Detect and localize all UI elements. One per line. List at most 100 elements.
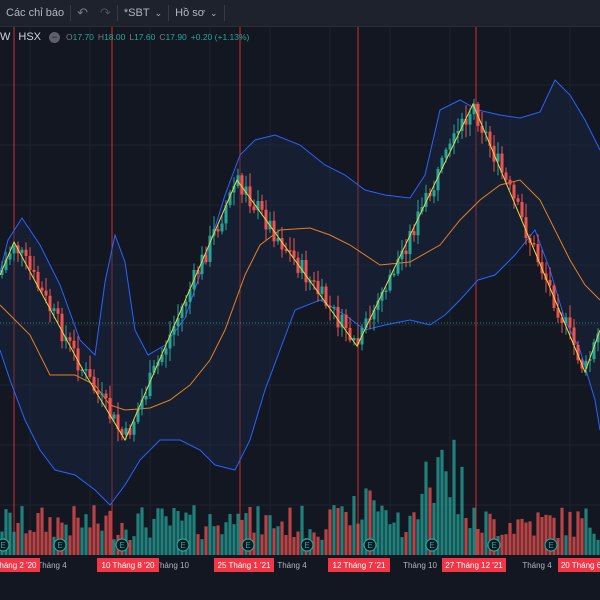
volume-bar xyxy=(584,508,588,555)
candle-body xyxy=(416,211,420,236)
candle-body xyxy=(172,326,176,335)
candle-body xyxy=(396,259,400,274)
toolbar-divider xyxy=(223,5,225,21)
candle-body xyxy=(84,369,88,371)
candle-body xyxy=(352,338,356,341)
volume-bar xyxy=(560,507,564,555)
volume-bar xyxy=(260,534,264,555)
time-axis-label: Tháng 4 xyxy=(277,561,307,570)
chevron-down-icon: ⌄ xyxy=(154,7,163,18)
candle-body xyxy=(196,270,200,275)
volume-bar xyxy=(280,521,284,555)
volume-bar xyxy=(384,510,388,555)
candle-body xyxy=(472,103,476,115)
volume-bar xyxy=(108,510,112,555)
candle-body xyxy=(284,249,288,251)
candle-body xyxy=(224,205,228,224)
candle-body xyxy=(464,118,468,125)
close-value: C17.90 xyxy=(159,32,187,42)
volume-bar xyxy=(44,531,48,555)
volume-bar xyxy=(188,514,192,555)
candle-body xyxy=(328,305,332,308)
highlighted-date-flag xyxy=(214,558,274,572)
candle-body xyxy=(40,287,44,291)
highlighted-date-label: 25 Tháng 1 '21 xyxy=(218,561,272,570)
volume-bar xyxy=(192,505,196,555)
redo-icon[interactable]: ↷ xyxy=(100,5,111,20)
candle-body xyxy=(108,398,112,419)
volume-bar xyxy=(104,515,108,555)
candle-body xyxy=(104,393,108,398)
symbol-name[interactable]: W xyxy=(0,31,11,43)
volume-bar xyxy=(232,524,236,555)
candle-body xyxy=(152,365,156,373)
candle-body xyxy=(240,175,244,195)
collapse-legend-icon[interactable]: − xyxy=(49,31,61,43)
volume-bar xyxy=(40,507,44,555)
volume-bar xyxy=(504,534,508,555)
volume-bar xyxy=(292,537,296,555)
candle-body xyxy=(596,333,600,343)
candle-body xyxy=(560,317,564,323)
volume-bar xyxy=(220,534,224,555)
volume-bar xyxy=(416,519,420,555)
undo-icon[interactable]: ↶ xyxy=(77,5,88,20)
candle-body xyxy=(584,360,588,369)
candle-body xyxy=(488,131,492,146)
event-marker-icon xyxy=(53,538,67,552)
volume-bar xyxy=(332,505,336,555)
event-marker-icon xyxy=(544,538,558,552)
volume-bar xyxy=(32,531,36,555)
event-marker-label: E xyxy=(548,541,553,550)
candle-body xyxy=(536,244,540,263)
volume-bar xyxy=(436,457,440,555)
volume-bar xyxy=(524,522,528,555)
volume-bar xyxy=(296,531,300,555)
volume-bar xyxy=(432,503,436,555)
candle-body xyxy=(592,342,596,360)
candle-body xyxy=(432,190,436,197)
event-marker-icon xyxy=(300,538,314,552)
candle-body xyxy=(36,271,40,288)
volume-bar xyxy=(424,461,428,555)
volume-bar xyxy=(472,507,476,555)
volume-bar xyxy=(92,505,96,555)
volume-bar xyxy=(84,514,88,555)
candle-body xyxy=(344,314,348,328)
candle-body xyxy=(452,133,456,144)
candle-body xyxy=(20,249,24,254)
volume-bar xyxy=(344,512,348,555)
candle-body xyxy=(88,369,92,377)
candle-body xyxy=(336,306,340,328)
candle-body xyxy=(424,193,428,207)
volume-bar xyxy=(596,539,600,555)
highlighted-date-flag xyxy=(97,558,159,572)
profile-button[interactable]: Hồ sơ ⌄ xyxy=(169,0,223,26)
volume-bar xyxy=(572,536,576,555)
volume-bar xyxy=(548,515,552,555)
volume-bar xyxy=(36,513,40,555)
highlighted-date-label: 27 Tháng 12 '21 xyxy=(445,561,503,570)
candle-body xyxy=(4,259,8,271)
volume-bar xyxy=(268,515,272,555)
candle-body xyxy=(148,372,152,397)
event-marker-icon xyxy=(176,538,190,552)
volume-bar xyxy=(144,527,148,555)
candle-body xyxy=(168,334,172,349)
compare-symbol-button[interactable]: *SBT ⌄ xyxy=(118,0,168,26)
zigzag-line xyxy=(0,102,600,442)
candle-body xyxy=(280,238,284,250)
candle-body xyxy=(456,131,460,134)
volume-bar xyxy=(8,512,12,555)
indicators-button[interactable]: Các chỉ báo xyxy=(0,0,70,26)
candle-body xyxy=(332,306,336,309)
volume-bar xyxy=(404,532,408,555)
volume-bar xyxy=(440,449,444,555)
volume-bar xyxy=(156,508,160,555)
candle-body xyxy=(76,348,80,371)
candle-body xyxy=(112,414,116,419)
volume-bar xyxy=(400,537,404,555)
candle-body xyxy=(588,359,592,361)
